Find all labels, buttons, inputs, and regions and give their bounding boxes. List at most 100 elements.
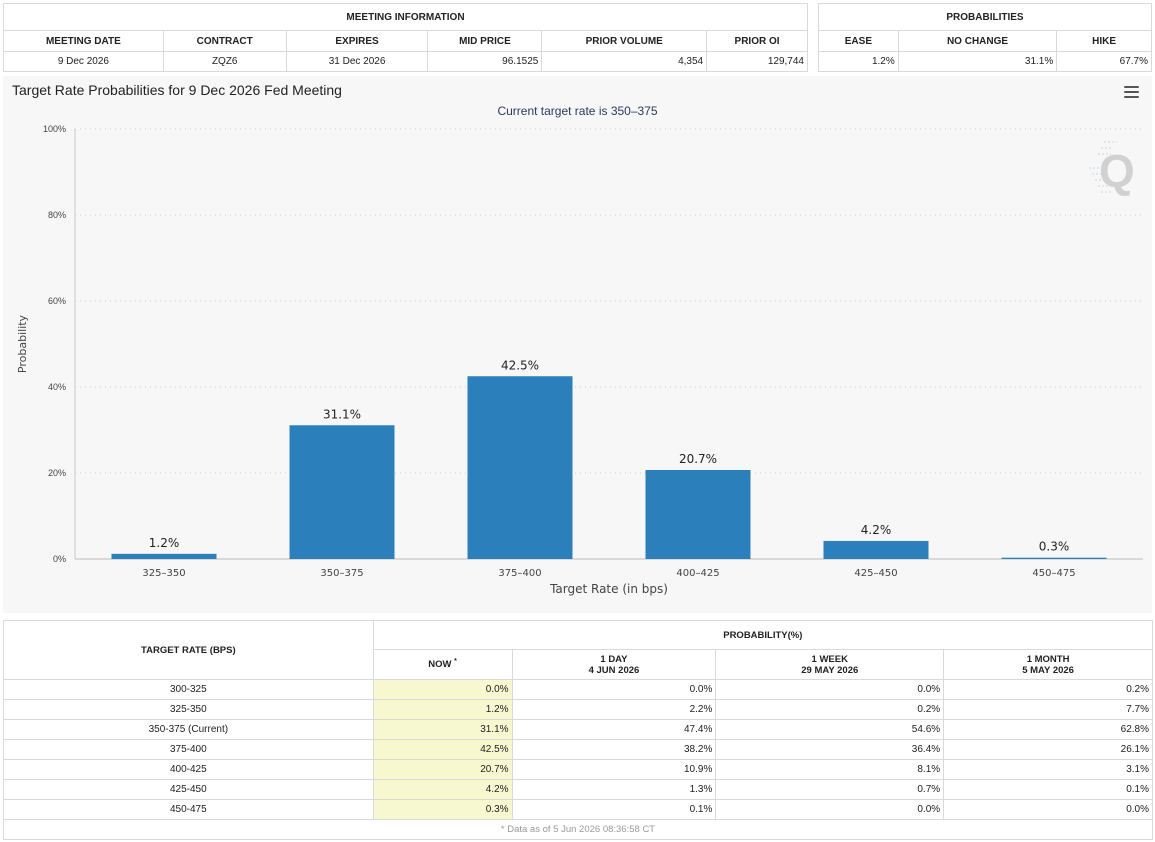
- bar-data-label: 42.5%: [501, 358, 539, 372]
- probability-group-header: PROBABILITY(%): [372, 620, 1154, 650]
- table-row: 400-425 20.7% 10.9% 8.1% 3.1%: [3, 759, 1153, 780]
- table-row: 450-475 0.3% 0.1% 0.0% 0.0%: [3, 799, 1153, 820]
- week-cell: 36.4%: [715, 739, 945, 760]
- now-cell: 0.3%: [372, 799, 513, 820]
- col-1-month-date: 5 MAY 2026: [1022, 664, 1074, 676]
- now-cell: 4.2%: [372, 779, 513, 800]
- bar-6[interactable]: [1001, 557, 1107, 559]
- col-hike: HIKE: [1056, 30, 1152, 52]
- week-cell: 0.0%: [715, 799, 945, 820]
- y-tick-label: 60%: [48, 296, 66, 306]
- now-cell: 20.7%: [372, 759, 513, 780]
- rate-cell: 350-375 (Current): [3, 719, 374, 740]
- now-cell: 1.2%: [372, 699, 513, 720]
- x-tick-label: 400–425: [676, 568, 719, 579]
- table-row: 425-450 4.2% 1.3% 0.7% 0.1%: [3, 779, 1153, 800]
- rate-cell: 375-400: [3, 739, 374, 760]
- col-now: NOW *: [372, 649, 513, 680]
- col-now-asterisk: *: [454, 658, 457, 666]
- col-1-week-date: 29 MAY 2026: [801, 664, 859, 676]
- x-axis-title: Target Rate (in bps): [549, 582, 668, 596]
- svg-text:Q: Q: [1099, 145, 1135, 197]
- day-cell: 1.3%: [511, 779, 717, 800]
- x-tick-label: 375–400: [498, 568, 541, 579]
- col-prior-oi: PRIOR OI: [706, 30, 808, 52]
- col-1-week-label: 1 WEEK: [811, 653, 848, 665]
- day-cell: 10.9%: [511, 759, 717, 780]
- col-1-day: 1 DAY 4 JUN 2026: [511, 649, 717, 680]
- probability-history-table: TARGET RATE (BPS) PROBABILITY(%) NOW * 1…: [3, 620, 1154, 840]
- bar-data-label: 4.2%: [861, 523, 892, 537]
- x-tick-label: 450–475: [1032, 568, 1075, 579]
- y-axis-title: Probability: [16, 314, 29, 373]
- now-cell: 42.5%: [372, 739, 513, 760]
- x-tick-label: 425–450: [854, 568, 897, 579]
- bar-data-label: 1.2%: [149, 536, 180, 550]
- y-tick-label: 20%: [48, 468, 66, 478]
- probabilities-header: PROBABILITIES: [818, 3, 1152, 31]
- col-contract: CONTRACT: [162, 30, 287, 52]
- table-row: 350-375 (Current) 31.1% 47.4% 54.6% 62.8%: [3, 719, 1153, 740]
- col-1-week: 1 WEEK 29 MAY 2026: [715, 649, 945, 680]
- col-no-change: NO CHANGE: [897, 30, 1058, 52]
- col-now-label: NOW: [428, 659, 452, 671]
- day-cell: 47.4%: [511, 719, 717, 740]
- meeting-info-header: MEETING INFORMATION: [3, 3, 808, 31]
- month-cell: 26.1%: [943, 739, 1153, 760]
- x-tick-label: 325–350: [142, 568, 185, 579]
- mid-price-value: 96.1525: [427, 51, 543, 72]
- week-cell: 0.7%: [715, 779, 945, 800]
- rate-cell: 325-350: [3, 699, 374, 720]
- probabilities-table: PROBABILITIES EASE NO CHANGE HIKE 1.2% 3…: [818, 3, 1152, 72]
- watermark-q-logo: Q: [1089, 141, 1135, 197]
- bar-data-label: 0.3%: [1039, 540, 1070, 554]
- month-cell: 3.1%: [943, 759, 1153, 780]
- day-cell: 0.0%: [511, 679, 717, 700]
- col-expires: EXPIRES: [285, 30, 429, 52]
- month-cell: 62.8%: [943, 719, 1153, 740]
- col-1-day-date: 4 JUN 2026: [588, 664, 640, 676]
- contract-value: ZQZ6: [162, 51, 287, 72]
- col-1-day-label: 1 DAY: [600, 653, 628, 665]
- table-row: 300-325 0.0% 0.0% 0.0% 0.2%: [3, 679, 1153, 700]
- rate-cell: 400-425: [3, 759, 374, 780]
- bar-5[interactable]: [823, 540, 929, 559]
- day-cell: 2.2%: [511, 699, 717, 720]
- chart-title: Target Rate Probabilities for 9 Dec 2026…: [12, 82, 342, 98]
- bar-3[interactable]: [467, 376, 573, 559]
- chart-gridlines: [74, 128, 1143, 560]
- bar-1[interactable]: [111, 553, 217, 559]
- prior-oi-value: 129,744: [706, 51, 808, 72]
- prior-volume-value: 4,354: [541, 51, 708, 72]
- y-tick-label: 0%: [53, 554, 66, 564]
- week-cell: 0.0%: [715, 679, 945, 700]
- col-1-month: 1 MONTH 5 MAY 2026: [943, 649, 1153, 680]
- table-row: 375-400 42.5% 38.2% 36.4% 26.1%: [3, 739, 1153, 760]
- day-cell: 38.2%: [511, 739, 717, 760]
- hike-value: 67.7%: [1056, 51, 1152, 72]
- meeting-date-value: 9 Dec 2026: [3, 51, 164, 72]
- y-tick-label: 100%: [43, 124, 66, 134]
- bar-data-label: 31.1%: [323, 407, 361, 421]
- col-ease: EASE: [818, 30, 899, 52]
- rate-cell: 300-325: [3, 679, 374, 700]
- chart-bars: [111, 376, 1107, 559]
- bar-2[interactable]: [289, 425, 395, 559]
- target-rate-header: TARGET RATE (BPS): [3, 620, 374, 680]
- rate-cell: 450-475: [3, 799, 374, 820]
- no-change-value: 31.1%: [897, 51, 1058, 72]
- chart-menu-icon[interactable]: [1124, 86, 1139, 98]
- now-cell: 31.1%: [372, 719, 513, 740]
- table-row: 325-350 1.2% 2.2% 0.2% 7.7%: [3, 699, 1153, 720]
- chart-panel: 0% 20% 40% 60% 80% 100% 1.2% 325–350 31.1% 350–37…: [3, 76, 1152, 613]
- expires-value: 31 Dec 2026: [285, 51, 429, 72]
- week-cell: 8.1%: [715, 759, 945, 780]
- col-meeting-date: MEETING DATE: [3, 30, 164, 52]
- meeting-info-table: MEETING INFORMATION MEETING DATE CONTRAC…: [3, 3, 808, 72]
- week-cell: 0.2%: [715, 699, 945, 720]
- week-cell: 54.6%: [715, 719, 945, 740]
- month-cell: 0.2%: [943, 679, 1153, 700]
- bar-4[interactable]: [645, 469, 751, 559]
- month-cell: 0.1%: [943, 779, 1153, 800]
- rate-cell: 425-450: [3, 779, 374, 800]
